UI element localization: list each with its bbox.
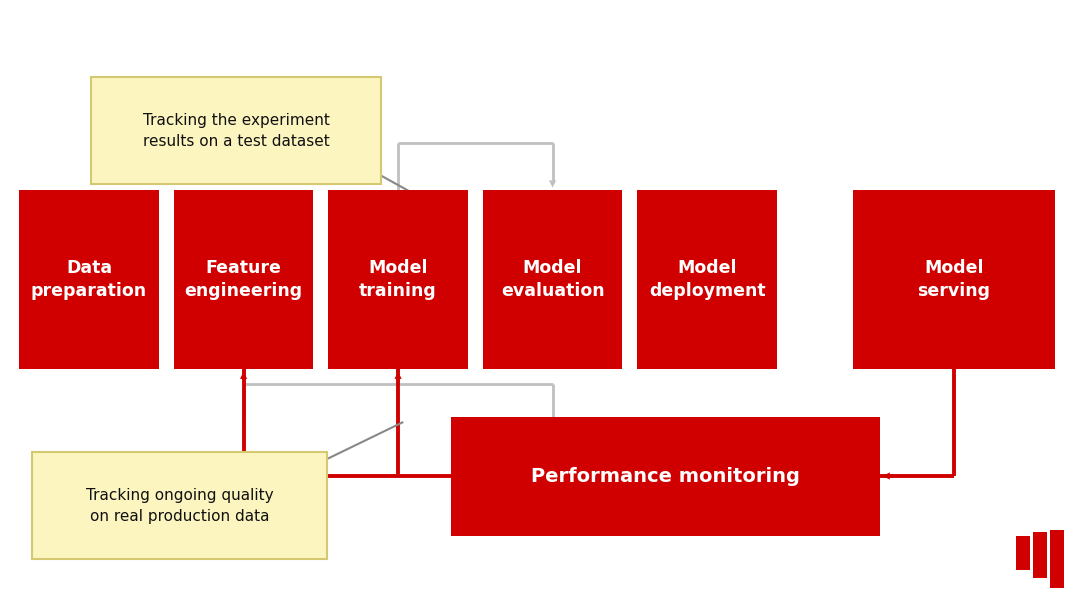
- Text: Model
serving: Model serving: [917, 259, 990, 300]
- Text: Performance monitoring: Performance monitoring: [531, 466, 799, 486]
- FancyBboxPatch shape: [32, 452, 327, 559]
- Bar: [483, 190, 622, 369]
- Text: Data
preparation: Data preparation: [31, 259, 147, 300]
- Text: Feature
engineering: Feature engineering: [185, 259, 303, 300]
- Text: Tracking ongoing quality
on real production data: Tracking ongoing quality on real product…: [86, 488, 274, 524]
- Bar: [328, 190, 468, 369]
- Text: Tracking the experiment
results on a test dataset: Tracking the experiment results on a tes…: [143, 113, 329, 149]
- Bar: [19, 190, 159, 369]
- Bar: [1016, 536, 1030, 570]
- Bar: [637, 190, 777, 369]
- Text: Model
deployment: Model deployment: [649, 259, 765, 300]
- Bar: [174, 190, 313, 369]
- Text: Model
evaluation: Model evaluation: [501, 259, 604, 300]
- Bar: [853, 190, 1055, 369]
- Bar: [1050, 530, 1064, 588]
- FancyBboxPatch shape: [91, 77, 381, 184]
- Bar: [451, 416, 880, 536]
- Text: Model
training: Model training: [359, 259, 437, 300]
- Bar: [1033, 532, 1047, 578]
